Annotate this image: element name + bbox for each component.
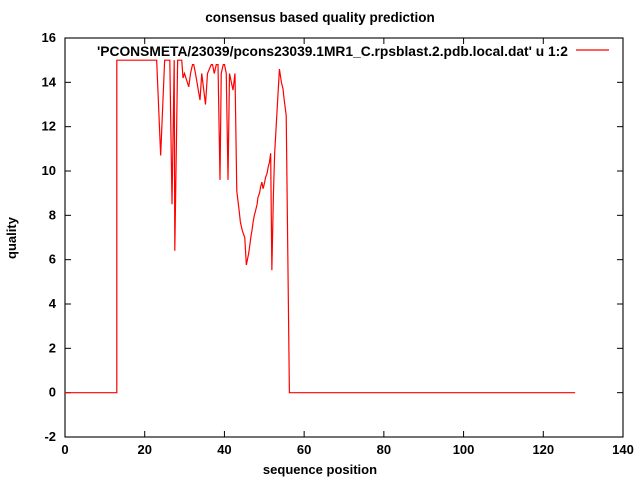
svg-text:sequence position: sequence position (263, 462, 377, 477)
svg-text:10: 10 (42, 163, 56, 178)
svg-text:40: 40 (217, 442, 231, 457)
svg-text:80: 80 (377, 442, 391, 457)
svg-text:20: 20 (137, 442, 151, 457)
svg-text:4: 4 (49, 296, 57, 311)
svg-text:120: 120 (532, 442, 554, 457)
svg-text:quality: quality (4, 216, 19, 259)
svg-text:consensus based quality predic: consensus based quality prediction (205, 10, 435, 25)
svg-text:6: 6 (49, 252, 56, 267)
svg-text:16: 16 (42, 30, 56, 45)
svg-text:14: 14 (42, 74, 57, 89)
svg-text:0: 0 (61, 442, 68, 457)
svg-text:140: 140 (612, 442, 634, 457)
svg-text:12: 12 (42, 119, 56, 134)
svg-text:2: 2 (49, 340, 56, 355)
svg-text:0: 0 (49, 385, 56, 400)
svg-text:60: 60 (297, 442, 311, 457)
svg-text:100: 100 (453, 442, 475, 457)
svg-text:8: 8 (49, 207, 56, 222)
svg-text:'PCONSMETA/23039/pcons23039.1M: 'PCONSMETA/23039/pcons23039.1MR1_C.rpsbl… (97, 44, 568, 59)
svg-text:-2: -2 (44, 429, 56, 444)
